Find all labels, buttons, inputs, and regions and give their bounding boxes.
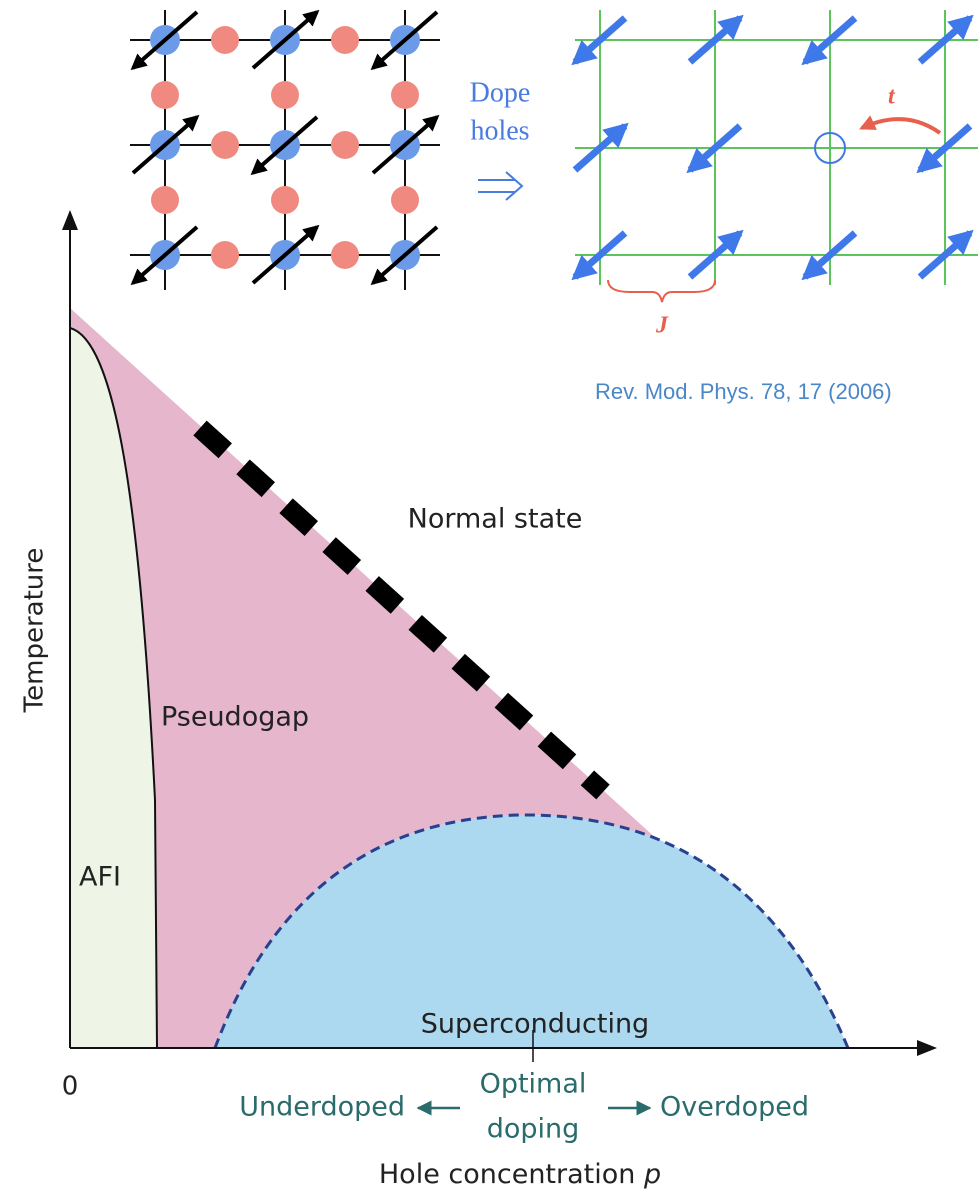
spin — [801, 230, 858, 281]
origin-label: 0 — [62, 1072, 79, 1102]
left-lattice — [130, 9, 440, 290]
implies-arrow — [478, 171, 524, 201]
pseudogap-label: Pseudogap — [161, 702, 309, 733]
spin — [686, 123, 743, 174]
optimal-label: Optimal — [480, 1069, 587, 1100]
oxygen — [331, 26, 359, 54]
spin — [917, 14, 974, 65]
oxygen — [211, 26, 239, 54]
spin — [130, 225, 199, 286]
spin — [251, 9, 320, 70]
spin — [370, 225, 439, 286]
spin — [687, 229, 744, 280]
oxygen — [151, 81, 179, 109]
spin — [370, 10, 439, 71]
oxygen — [271, 186, 299, 214]
x-axis-text: Hole concentration — [379, 1159, 636, 1190]
oxygen — [271, 81, 299, 109]
hop-arrow — [859, 115, 942, 135]
exchange-brace — [607, 279, 716, 303]
spin — [250, 115, 319, 176]
x-axis-label: Hole concentration p — [379, 1159, 661, 1190]
dome-boundary — [213, 813, 850, 1049]
right-lattice — [571, 10, 978, 285]
underdoped-label: Underdoped — [239, 1092, 405, 1123]
hole — [814, 132, 846, 164]
spin — [916, 123, 973, 174]
dope-label: Dope — [470, 77, 531, 108]
oxygen — [391, 186, 419, 214]
exchange-label: J — [655, 313, 669, 339]
superconducting-region — [215, 814, 848, 1048]
spin — [917, 229, 974, 280]
oxygen — [391, 81, 419, 109]
oxygen — [331, 131, 359, 159]
spin — [572, 122, 629, 173]
afi-label: AFI — [79, 862, 121, 893]
citation: Rev. Mod. Phys. 78, 17 (2006) — [595, 379, 892, 404]
superconducting-label: Superconducting — [421, 1009, 649, 1040]
overdoped-label: Overdoped — [660, 1092, 809, 1123]
spin — [251, 224, 320, 285]
hop-label: t — [888, 84, 896, 110]
spin — [131, 114, 200, 175]
oxygen — [331, 241, 359, 269]
spin — [571, 15, 628, 66]
y-axis-label: Temperature — [20, 548, 50, 714]
x-axis-symbol: p — [643, 1159, 661, 1190]
oxygen — [151, 186, 179, 214]
doping-label: doping — [487, 1114, 580, 1145]
pseudogap-region — [70, 308, 680, 1048]
oxygen — [211, 241, 239, 269]
spin — [371, 114, 440, 175]
afi-region — [70, 328, 157, 1048]
crossover-line — [193, 420, 610, 800]
spin — [801, 15, 858, 66]
spin — [130, 10, 199, 71]
normal-label: Normal state — [408, 504, 583, 535]
oxygen — [211, 131, 239, 159]
spin — [687, 14, 744, 65]
spin — [571, 230, 628, 281]
holes-label: holes — [470, 115, 529, 146]
afi-boundary — [69, 327, 158, 1049]
